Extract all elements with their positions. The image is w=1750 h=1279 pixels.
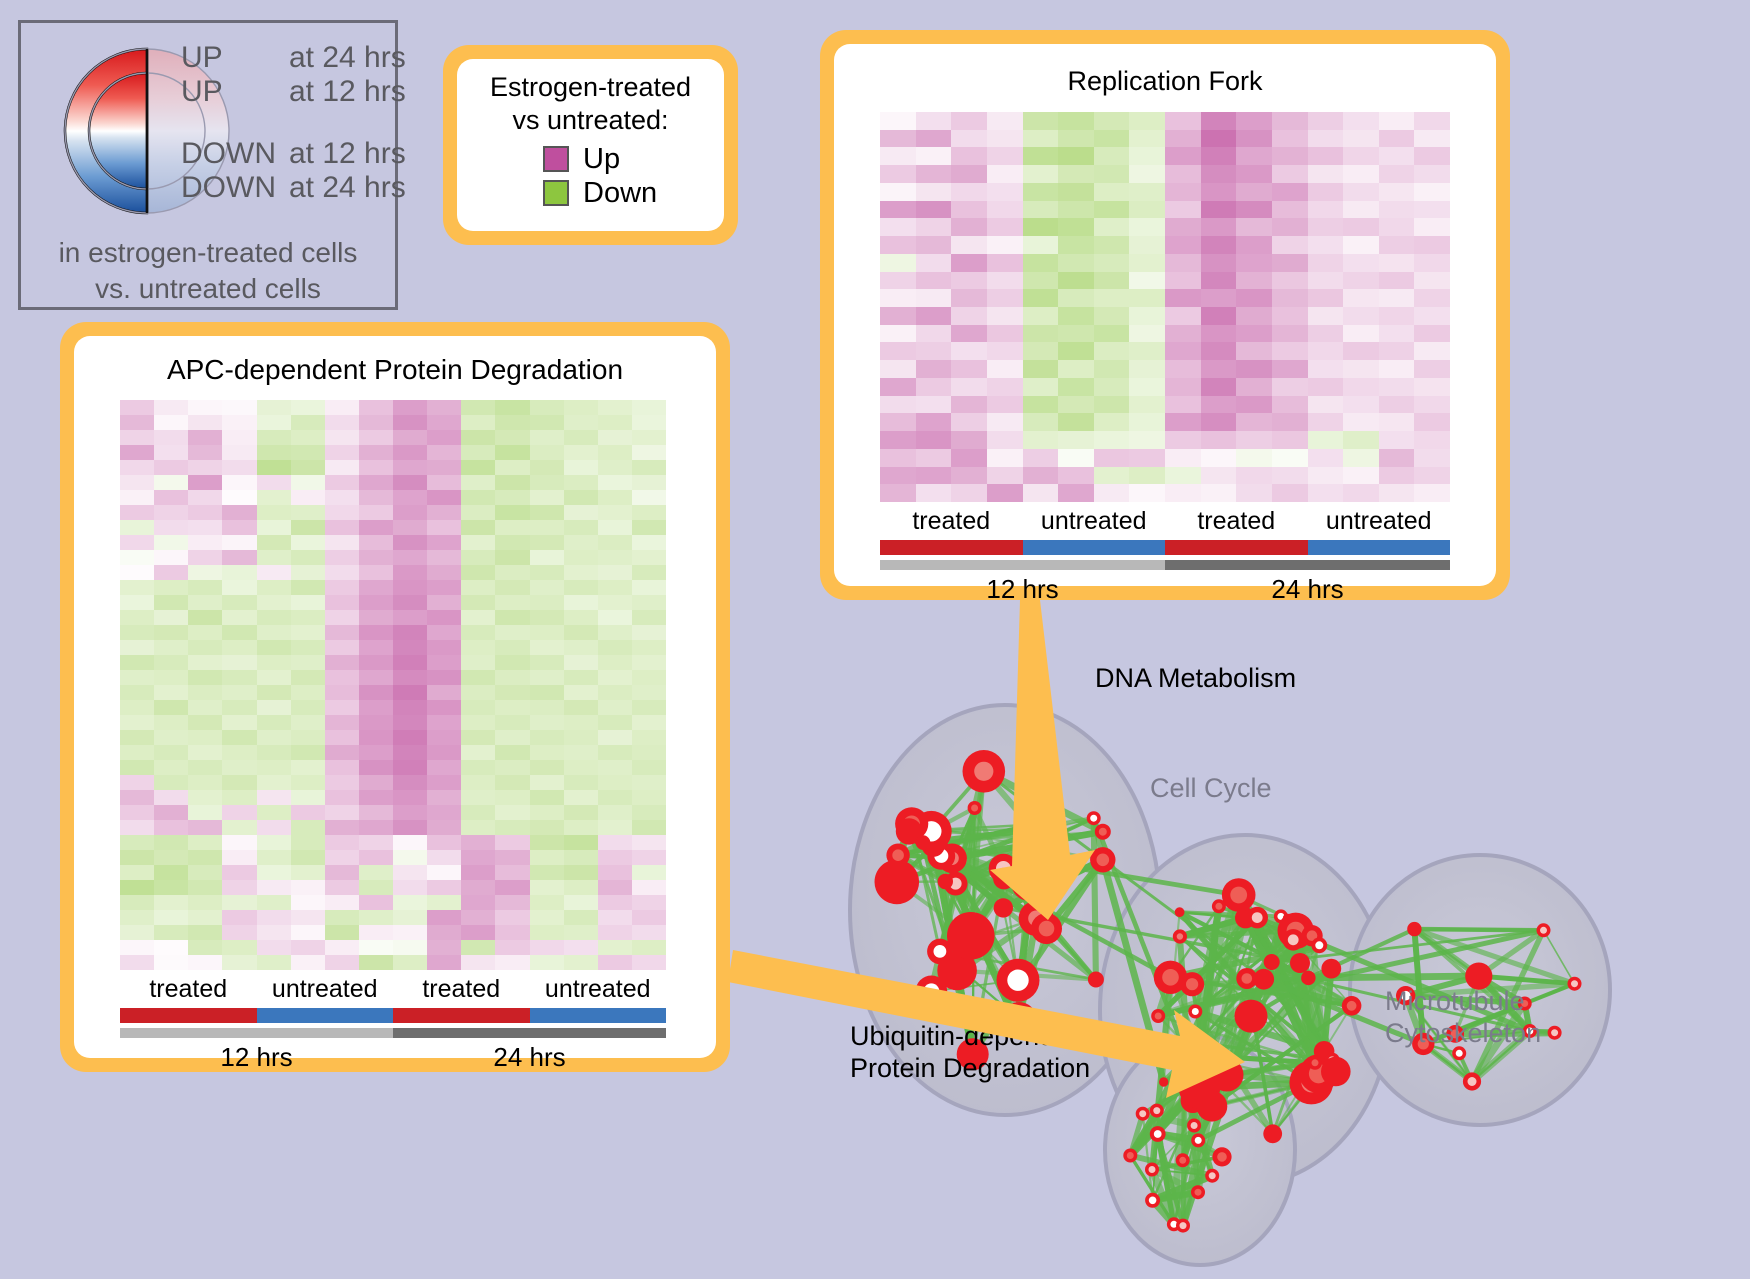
legend-card-inner: Estrogen-treated vs untreated: Up Down <box>457 59 724 231</box>
color-key-rows: UP at 24 hrs UP at 12 hrs DOWN at 12 hrs… <box>31 31 406 231</box>
color-key-caption: in estrogen-treated cells vs. untreated … <box>21 235 395 307</box>
color-key-row-0: UP at 24 hrs <box>181 41 411 75</box>
replication-fork-panel: Replication Fork treated untreated treated… <box>820 30 1510 604</box>
color-key-direction: UP <box>181 75 223 108</box>
legend-label-down: Down <box>583 177 658 209</box>
treatment-bar-segment <box>529 1008 666 1023</box>
group-label: untreated <box>1325 507 1432 535</box>
time-label: 24 hrs <box>493 1042 566 1072</box>
network-svg <box>848 703 1612 1267</box>
replication-fork-inner: Replication Fork treated untreated treated… <box>834 44 1496 604</box>
legend-items: Up Down <box>457 143 724 209</box>
color-key-time: at 12 hrs <box>289 75 406 108</box>
time-label: 12 hrs <box>220 1042 293 1072</box>
color-key-direction: UP <box>181 41 223 74</box>
group-label: treated <box>912 507 991 535</box>
apc-group-labels: treated untreated treated untreated <box>120 974 666 1004</box>
color-key-labels: UP at 24 hrs UP at 12 hrs DOWN at 12 hrs… <box>181 41 411 205</box>
cluster-label-dna-metabolism: DNA Metabolism <box>1095 663 1297 693</box>
group-label: treated <box>149 975 228 1003</box>
cluster-label-microtubule-cytoskeleton: Microtubule Cytoskeleton <box>1385 986 1542 1048</box>
replication-fork-time-bars <box>880 560 1450 570</box>
replication-fork-treatment-bars <box>880 540 1450 555</box>
color-key-time: at 24 hrs <box>289 41 406 74</box>
color-key-time: at 12 hrs <box>289 137 406 170</box>
legend-title-line1: Estrogen-treated <box>489 72 692 102</box>
color-key-direction: DOWN <box>181 171 276 204</box>
treatment-bar-segment <box>393 1008 530 1023</box>
group-label: untreated <box>271 975 378 1003</box>
time-label: 24 hrs <box>1271 574 1344 604</box>
updown-legend-card: Estrogen-treated vs untreated: Up Down <box>443 45 738 245</box>
color-key-row-1: UP at 12 hrs <box>181 75 411 109</box>
replication-fork-title: Replication Fork <box>1067 66 1263 96</box>
apc-panel: APC-dependent Protein Degradation treate… <box>60 322 730 1072</box>
treatment-bar-segment <box>1022 540 1165 555</box>
group-label: untreated <box>1040 507 1147 535</box>
legend-swatch-down-icon <box>543 180 569 206</box>
treatment-bar-segment <box>1165 540 1308 555</box>
treatment-bar-segment <box>256 1008 393 1023</box>
group-label: untreated <box>544 975 651 1003</box>
apc-inner: APC-dependent Protein Degradation treate… <box>74 336 716 1072</box>
time-bar-segment <box>393 1028 666 1038</box>
group-label: treated <box>1197 507 1276 535</box>
color-key-direction: DOWN <box>181 137 276 170</box>
replication-fork-heatmap <box>880 112 1450 502</box>
up-down-color-wheel-icon <box>63 47 230 215</box>
cluster-label-cell-cycle: Cell Cycle <box>1150 773 1272 803</box>
group-label: treated <box>422 975 501 1003</box>
apc-title: APC-dependent Protein Degradation <box>166 354 624 385</box>
apc-treatment-bars <box>120 1008 666 1023</box>
legend-swatch-up-icon <box>543 146 569 172</box>
legend-title-line2: vs untreated: <box>512 105 669 135</box>
color-key-box: UP at 24 hrs UP at 12 hrs DOWN at 12 hrs… <box>18 20 406 310</box>
legend-item-up: Up <box>543 143 724 175</box>
treatment-bar-segment <box>120 1008 257 1023</box>
color-key-row-2: DOWN at 12 hrs <box>181 137 411 171</box>
replication-fork-axis: treated untreated treated untreated 12 hrs 2… <box>880 506 1450 605</box>
apc-axis: treated untreated treated untreated 12 hrs 2… <box>120 974 666 1073</box>
apc-time-labels: 12 hrs 24 hrs <box>120 1042 666 1073</box>
replication-fork-group-labels: treated untreated treated untreated <box>880 506 1450 536</box>
treatment-bar-segment <box>1307 540 1450 555</box>
apc-heatmap <box>120 400 666 970</box>
color-key-caption-line2: vs. untreated cells <box>95 273 321 304</box>
time-bar-segment <box>120 1028 393 1038</box>
spacer <box>181 109 411 137</box>
legend-item-down: Down <box>543 177 724 209</box>
time-bar-segment <box>1165 560 1450 570</box>
treatment-bar-segment <box>880 540 1023 555</box>
color-key-time: at 24 hrs <box>289 171 406 204</box>
time-bar-segment <box>880 560 1165 570</box>
apc-time-bars <box>120 1028 666 1038</box>
replication-fork-time-labels: 12 hrs 24 hrs <box>880 574 1450 605</box>
legend-label-up: Up <box>583 143 621 175</box>
time-label: 12 hrs <box>986 574 1059 604</box>
pathway-network-diagram: DNA Metabolism Cell Cycle Microtubule Cy… <box>790 620 1750 1279</box>
color-key-caption-line1: in estrogen-treated cells <box>58 237 358 268</box>
color-key-row-3: DOWN at 24 hrs <box>181 171 411 205</box>
cluster-label-ubiquitin-degradation: Ubiquitin-dependent Protein Degradation <box>850 1021 1092 1083</box>
